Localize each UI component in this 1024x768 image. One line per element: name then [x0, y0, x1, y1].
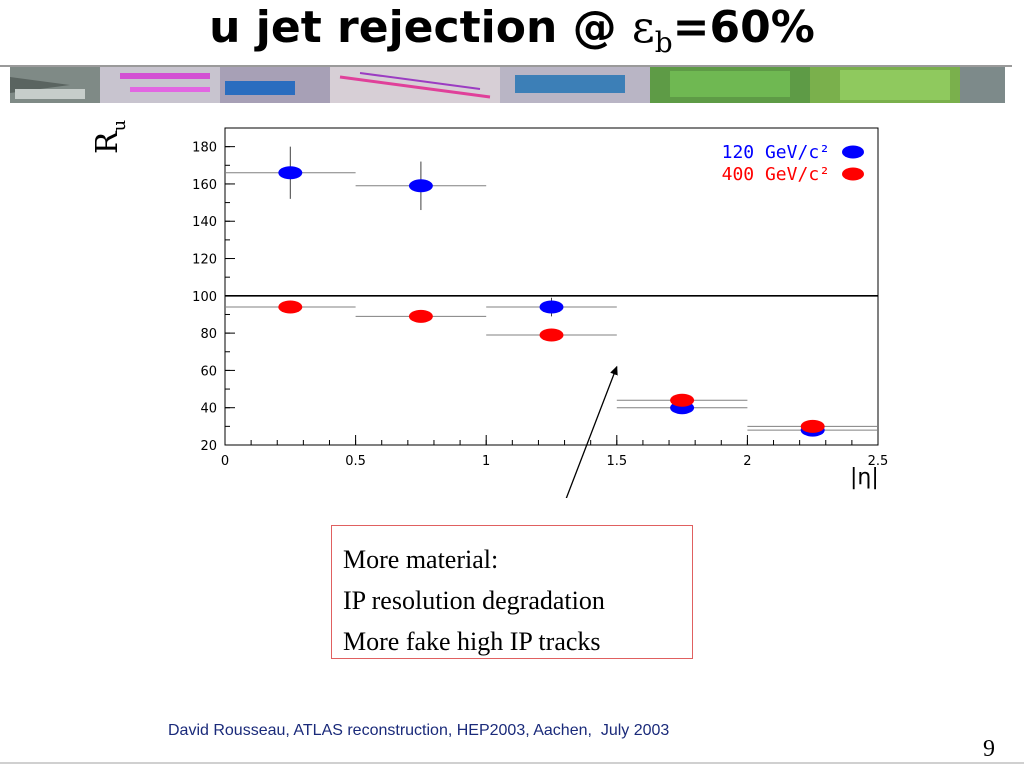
rejection-chart: 20 40 60 80 100 120 140 160 180 0 0.5 1 1.5 2 2.5 120… [95, 120, 888, 498]
x-tick-label: 2 [743, 454, 751, 469]
plot-frame [224, 127, 879, 446]
banner-divider [0, 65, 1012, 67]
legend-marker [842, 167, 864, 181]
x-axis-ticks: 0 0.5 1 1.5 2 2.5 [221, 435, 888, 469]
y-tick-label: 140 [192, 215, 217, 230]
y-tick-label: 20 [200, 439, 217, 454]
y-tick-label: 80 [200, 327, 217, 342]
y-tick-label: 100 [192, 290, 217, 305]
footer-text: David Rousseau, ATLAS reconstruction, HE… [168, 722, 670, 739]
data-series [225, 146, 878, 437]
legend-label: 400 GeV/c² [722, 164, 830, 185]
series-400gev [225, 300, 878, 433]
y-tick-label: 40 [200, 402, 217, 417]
legend-marker [842, 145, 864, 159]
page-number: 9 [983, 736, 995, 762]
x-axis-label: |η| [850, 465, 879, 490]
data-point [539, 328, 564, 342]
title-tail: =60% [672, 2, 815, 53]
data-point [408, 309, 433, 323]
data-point [278, 300, 303, 314]
y-axis-label: Ru [95, 120, 130, 154]
y-tick-label: 180 [192, 141, 217, 156]
bottom-divider [0, 762, 1024, 764]
y-axis-ticks: 20 40 60 80 100 120 140 160 180 [192, 141, 235, 454]
callout-line-1: More material: [343, 545, 499, 574]
y-tick-label: 160 [192, 178, 217, 193]
x-tick-label: 1.5 [606, 454, 627, 469]
annotation-arrow [565, 365, 618, 498]
callout-box: More material: IP resolution degradation… [331, 525, 693, 659]
data-point [408, 179, 433, 193]
callout-line-2: IP resolution degradation [343, 586, 605, 615]
y-tick-label: 120 [192, 253, 217, 268]
slide-title: u jet rejection @ εb=60% [0, 2, 1024, 59]
x-tick-label: 2.5 [868, 454, 889, 469]
legend-label: 120 GeV/c² [722, 142, 830, 163]
data-point [278, 166, 303, 180]
data-point [800, 419, 825, 433]
detector-banner-image [10, 67, 1005, 103]
title-main: u jet rejection @ [209, 2, 632, 53]
title-subscript: b [654, 26, 673, 59]
y-axis-label-subscript: u [109, 120, 130, 132]
x-tick-label: 0 [221, 454, 229, 469]
data-point [670, 393, 695, 407]
y-axis-label-main: R [95, 130, 125, 154]
y-tick-label: 60 [200, 364, 217, 379]
title-epsilon: ε [631, 2, 655, 53]
series-120gev [225, 146, 878, 437]
data-point [539, 300, 564, 314]
callout-line-3: More fake high IP tracks [343, 627, 601, 656]
x-tick-label: 1 [482, 454, 490, 469]
x-tick-label: 0.5 [345, 454, 366, 469]
